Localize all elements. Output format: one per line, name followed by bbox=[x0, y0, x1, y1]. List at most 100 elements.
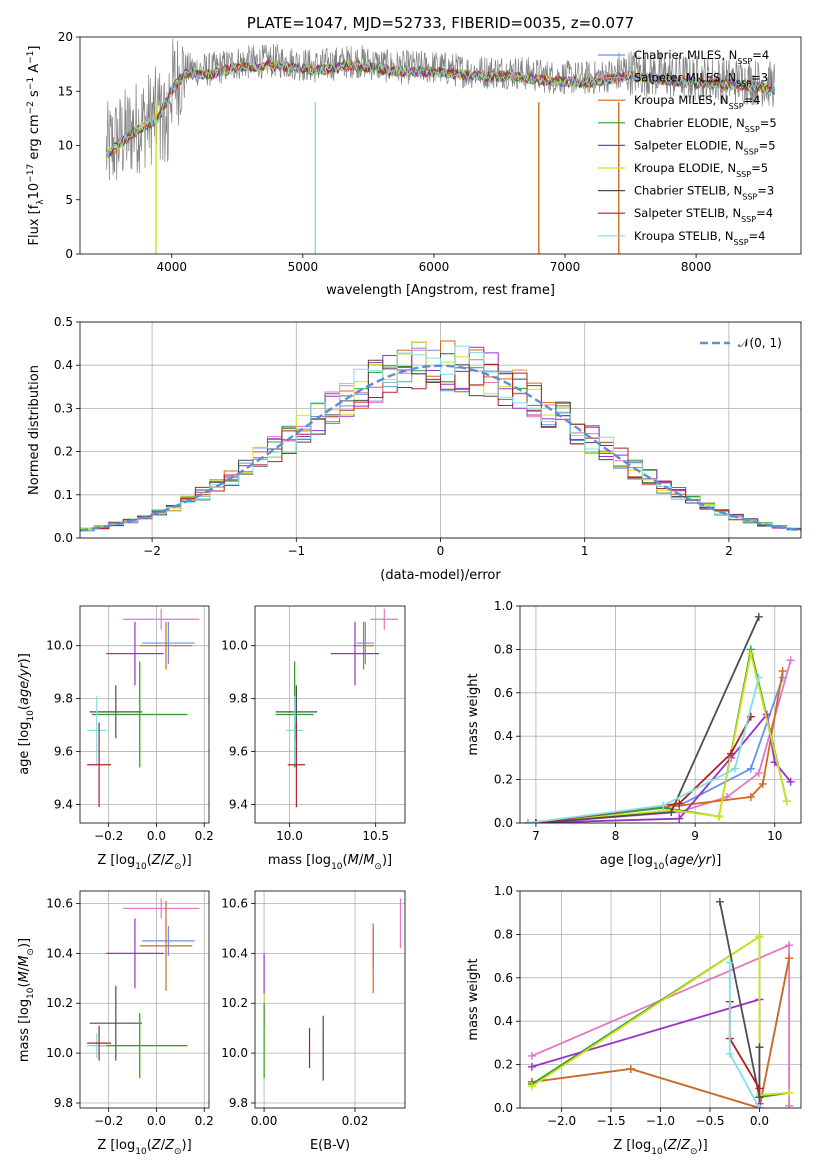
x-axis-label: E(B-V) bbox=[310, 1138, 350, 1153]
y-tick-label: 0.2 bbox=[494, 773, 513, 787]
legend-nssp-value: =4 bbox=[749, 229, 766, 243]
x-axis-label: (data-model)/error bbox=[380, 568, 501, 583]
label-part: −17 bbox=[26, 164, 36, 183]
y-tick-label: 0.4 bbox=[494, 729, 513, 743]
weight-marker bbox=[786, 656, 795, 665]
label-part: M bbox=[17, 956, 32, 967]
weight-line-3 bbox=[535, 670, 784, 823]
weight-line-1 bbox=[527, 677, 784, 823]
weight-marker bbox=[785, 1101, 794, 1108]
x-tick-label: −1 bbox=[287, 544, 305, 558]
y-tick-label: 10.0 bbox=[46, 639, 73, 653]
weight-marker bbox=[667, 808, 676, 817]
label-part: Z bbox=[164, 853, 175, 868]
weight-marker bbox=[715, 812, 724, 821]
legend-entry-7: Chabrier STELIB, NSSP=3 bbox=[634, 184, 774, 202]
axes-frame bbox=[79, 890, 210, 1109]
weight-marker bbox=[527, 1062, 536, 1071]
legend-nssp-sub: SSP bbox=[744, 147, 759, 156]
label-part: 10 bbox=[26, 987, 36, 999]
legend-entry-4: Chabrier ELODIE, NSSP=5 bbox=[634, 116, 777, 134]
y-tick-label: 0.0 bbox=[494, 1101, 513, 1115]
label-part: age/yr bbox=[669, 853, 712, 868]
y-tick-label: 10.6 bbox=[46, 896, 73, 910]
legend-nssp-label: , N bbox=[721, 48, 737, 62]
weight-marker bbox=[531, 819, 540, 823]
legend-nssp-label: , N bbox=[713, 93, 729, 107]
label-part: / bbox=[17, 966, 32, 971]
y-axis-label: mass weight bbox=[466, 673, 481, 755]
legend-entry-3: Kroupa MILES, NSSP=4 bbox=[634, 93, 761, 111]
label-part: age [log bbox=[600, 853, 653, 868]
axes-1: 4000 5000 6000 7000 8000 0 5 10 15 20 bbox=[58, 30, 802, 274]
label-part: ⊙ bbox=[690, 1147, 698, 1157]
y-tick-label: 5 bbox=[65, 193, 73, 207]
y-tick-label: 9.6 bbox=[229, 745, 248, 759]
label-part: ⊙ bbox=[174, 1147, 182, 1157]
label-part: ⊙ bbox=[26, 948, 36, 956]
weight-line-2 bbox=[535, 660, 792, 823]
legend-nssp-sub: SSP bbox=[741, 215, 756, 224]
legend-nssp-value: =4 bbox=[752, 48, 769, 62]
x-tick-label: 9 bbox=[691, 829, 699, 843]
y-tick-label: 10.0 bbox=[46, 1046, 73, 1060]
weight-marker bbox=[715, 897, 724, 906]
legend-nssp-label: , N bbox=[726, 184, 742, 198]
label-part: −1 bbox=[26, 51, 36, 64]
legend-nssp-label: , N bbox=[729, 116, 745, 130]
legend-nssp-value: =5 bbox=[760, 116, 777, 130]
label-part: Z bbox=[151, 853, 162, 868]
label-part: ( bbox=[664, 853, 669, 868]
axes-2: −2 −1 0 1 2 0.0 0.1 0.2 0.3 0.4 0.5 bbox=[54, 315, 802, 558]
y-axis-label: Normed distribution bbox=[27, 365, 42, 495]
y-tick-label: 0.6 bbox=[494, 686, 513, 700]
y-tick-label: 10.2 bbox=[46, 996, 73, 1010]
legend-nssp-sub: SSP bbox=[729, 102, 744, 111]
axes-4: 10.0 10.5 9.4 9.6 9.8 10.0 bbox=[221, 605, 406, 843]
model-spectrum-9 bbox=[105, 58, 776, 159]
weight-line-3 bbox=[531, 958, 790, 1108]
label-part: Z [log bbox=[97, 853, 135, 868]
legend-entry-1: Chabrier MILES, NSSP=4 bbox=[634, 48, 769, 66]
y-tick-label: 0.2 bbox=[54, 445, 73, 459]
y-tick-label: 10.4 bbox=[221, 946, 248, 960]
x-tick-label: 7 bbox=[532, 829, 540, 843]
legend-nssp-value: =4 bbox=[744, 93, 761, 107]
x-tick-label: 5000 bbox=[288, 260, 319, 274]
label-part: ( bbox=[663, 1138, 668, 1153]
histogram-8 bbox=[80, 364, 801, 531]
plot-area bbox=[105, 38, 776, 254]
x-tick-label: 7000 bbox=[550, 260, 581, 274]
weight-marker bbox=[726, 749, 735, 758]
weight-line-7 bbox=[535, 616, 760, 823]
y-tick-label: 1.0 bbox=[494, 599, 513, 613]
label-part: Z [log bbox=[97, 1138, 135, 1153]
label-part: ( bbox=[343, 853, 348, 868]
legend-entry-6: Kroupa ELODIE, NSSP=5 bbox=[634, 161, 768, 179]
x-axis-label: Z [log10(Z/Z⊙)] bbox=[97, 1138, 191, 1157]
y-tick-label: 10.0 bbox=[221, 639, 248, 653]
weight-marker bbox=[754, 612, 763, 621]
x-tick-label: 0.00 bbox=[251, 1114, 278, 1128]
legend-entry-9: Kroupa STELIB, NSSP=4 bbox=[634, 229, 765, 247]
y-tick-label: 9.4 bbox=[54, 797, 73, 811]
x-tick-label: −2.0 bbox=[547, 1114, 576, 1128]
weight-line-6 bbox=[531, 934, 790, 1096]
plot-area bbox=[527, 897, 794, 1108]
label-part: ⊙ bbox=[374, 862, 382, 872]
y-tick-label: 9.6 bbox=[54, 745, 73, 759]
weight-marker bbox=[785, 1088, 794, 1097]
weight-marker bbox=[523, 819, 532, 823]
weight-marker bbox=[758, 779, 767, 788]
plot-area bbox=[523, 612, 795, 823]
label-part: age/yr bbox=[17, 662, 32, 705]
x-tick-label: 0.0 bbox=[750, 1114, 769, 1128]
label-part: )] bbox=[711, 853, 721, 868]
y-tick-label: 0.0 bbox=[54, 531, 73, 545]
weight-line-9 bbox=[728, 962, 761, 1108]
label-part: −2 bbox=[26, 101, 36, 114]
x-tick-label: 1 bbox=[581, 544, 589, 558]
weight-marker bbox=[746, 764, 755, 773]
label-part: s bbox=[27, 90, 42, 101]
weight-line-7 bbox=[719, 901, 761, 1098]
